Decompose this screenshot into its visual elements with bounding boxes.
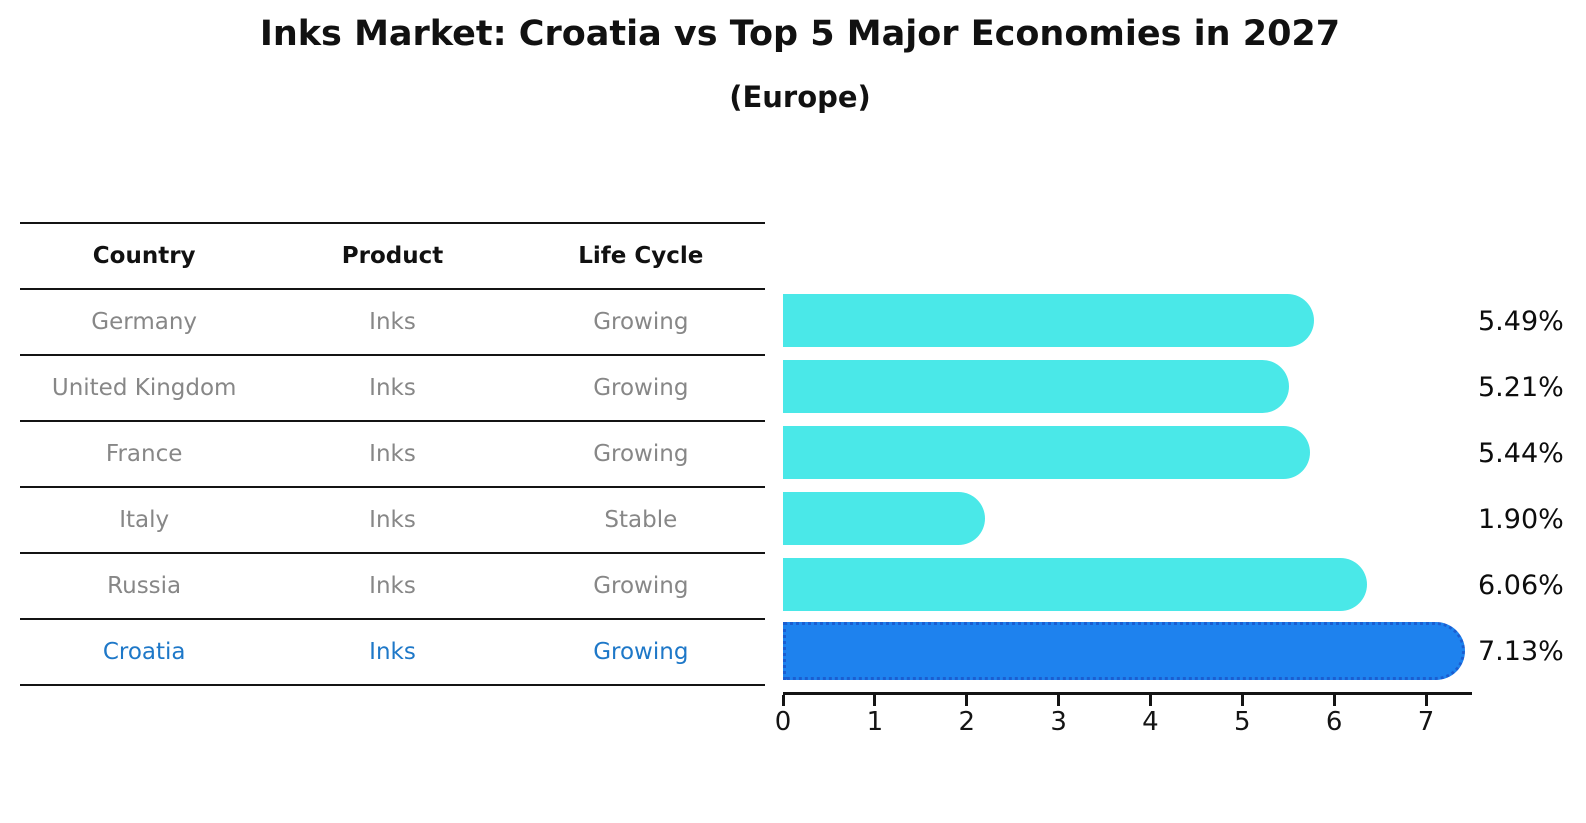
product-cell: Inks — [369, 507, 416, 533]
table-row: Germany Inks Growing — [20, 290, 765, 356]
country-cell: France — [105, 441, 183, 467]
table-row: Russia Inks Growing — [20, 554, 765, 620]
x-tick — [1332, 695, 1336, 706]
x-tick — [1424, 695, 1428, 706]
life-cycle-cell: Growing — [593, 309, 689, 335]
product-cell: Inks — [369, 441, 416, 467]
bar-italy — [783, 492, 985, 545]
x-tick — [1148, 695, 1152, 706]
bar-croatia — [783, 622, 1465, 680]
table-row: France Inks Growing — [20, 422, 765, 488]
product-cell: Inks — [369, 573, 416, 599]
chart-subtitle: (Europe) — [729, 80, 871, 114]
column-header-product: Product — [341, 243, 444, 269]
x-tick-label: 1 — [866, 707, 884, 737]
country-cell: Italy — [119, 507, 170, 533]
value-label: 7.13% — [1478, 635, 1564, 667]
table-header-row: Country Product Life Cycle — [20, 224, 765, 290]
x-tick-label: 0 — [774, 707, 792, 737]
life-cycle-cell: Growing — [593, 375, 689, 401]
life-cycle-cell: Stable — [604, 507, 678, 533]
table-row: United Kingdom Inks Growing — [20, 356, 765, 422]
product-cell: Inks — [369, 639, 416, 665]
value-label: 1.90% — [1478, 503, 1564, 535]
bar-row — [783, 354, 1503, 420]
value-label: 5.44% — [1478, 437, 1564, 469]
chart-title: Inks Market: Croatia vs Top 5 Major Econ… — [259, 14, 1341, 54]
bar-row — [783, 552, 1503, 618]
bar-germany — [783, 294, 1314, 347]
bar-row — [783, 618, 1503, 684]
column-header-country: Country — [92, 243, 196, 269]
table-row: Italy Inks Stable — [20, 488, 765, 554]
product-cell: Inks — [369, 309, 416, 335]
country-cell: Germany — [91, 309, 198, 335]
bar-row — [783, 288, 1503, 354]
life-cycle-cell: Growing — [593, 639, 689, 665]
bar-france — [783, 426, 1310, 479]
data-table: Country Product Life Cycle Germany Inks … — [20, 222, 765, 686]
x-tick-label: 4 — [1142, 707, 1159, 737]
bar-united-kingdom — [783, 360, 1289, 413]
life-cycle-cell: Growing — [593, 573, 689, 599]
country-cell: Russia — [107, 573, 182, 599]
x-tick — [1057, 695, 1061, 706]
value-label: 6.06% — [1478, 569, 1564, 601]
x-axis-line — [783, 692, 1472, 695]
country-cell: United Kingdom — [51, 375, 237, 401]
product-cell: Inks — [369, 375, 416, 401]
column-header-life-cycle: Life Cycle — [578, 243, 704, 269]
x-tick-label: 5 — [1234, 707, 1251, 737]
life-cycle-cell: Growing — [593, 441, 689, 467]
bar-row — [783, 486, 1503, 552]
value-label: 5.21% — [1478, 371, 1564, 403]
bar-row — [783, 420, 1503, 486]
bar-russia — [783, 558, 1367, 611]
value-label: 5.49% — [1478, 305, 1564, 337]
x-tick — [873, 695, 877, 706]
table-body: Germany Inks Growing United Kingdom Inks… — [20, 290, 765, 686]
country-cell: Croatia — [102, 639, 186, 665]
x-tick-label: 6 — [1325, 707, 1343, 737]
x-tick — [965, 695, 969, 706]
table-row: Croatia Inks Growing — [20, 620, 765, 686]
x-tick-label: 2 — [958, 707, 975, 737]
x-tick — [781, 695, 785, 706]
x-tick-label: 7 — [1417, 707, 1435, 737]
x-tick-label: 3 — [1050, 707, 1067, 737]
x-tick — [1240, 695, 1244, 706]
